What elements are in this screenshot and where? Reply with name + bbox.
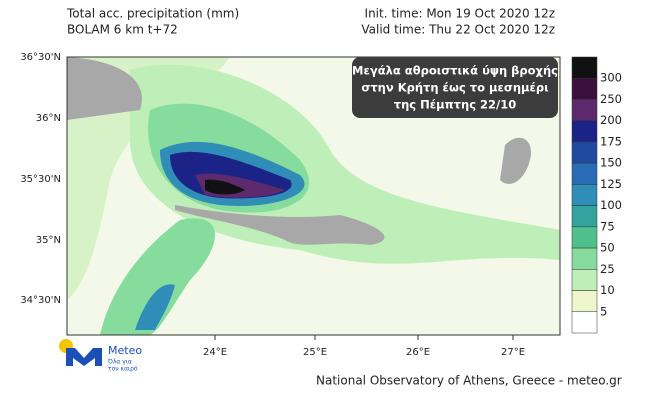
colorbar-box — [571, 290, 598, 313]
precip-area — [135, 284, 175, 330]
colorbar-label: 75 — [600, 219, 615, 233]
colorbar-box — [571, 162, 598, 185]
annotation-line: της Πέμπτης 22/10 — [394, 98, 517, 112]
lat-label: 36°N — [36, 113, 61, 124]
colorbar-box — [571, 120, 598, 143]
precip-area — [100, 218, 215, 335]
logo: Meteo Όλα για τον καιρό — [59, 339, 142, 373]
precip-area — [67, 57, 230, 300]
colorbar-label: 250 — [600, 92, 622, 106]
colorbar-label: 200 — [600, 113, 622, 127]
colorbar-box — [571, 226, 598, 249]
colorbar-label: 175 — [600, 134, 622, 148]
init-time: Init. time: Mon 19 Oct 2020 12z — [365, 7, 555, 21]
colorbar-box — [571, 141, 598, 164]
lon-label: 24°E — [203, 347, 227, 358]
colorbar-box — [571, 247, 598, 270]
lon-label: 27°E — [501, 347, 525, 358]
lon-label: 25°E — [303, 347, 327, 358]
logo-tagline: τον καιρό — [108, 366, 138, 373]
map — [66, 56, 561, 336]
annotation-box — [352, 57, 558, 118]
land — [175, 205, 385, 245]
logo-mark — [66, 348, 102, 366]
colorbar-label: 25 — [600, 262, 615, 276]
logo-name: Meteo — [108, 344, 142, 357]
colorbar-box — [571, 99, 598, 121]
annotation-line: στην Κρήτη έως το μεσημέρι — [361, 81, 548, 95]
lat-label: 35°N — [36, 235, 61, 246]
colorbar-label: 10 — [600, 283, 615, 297]
lon-label: 26°E — [406, 347, 430, 358]
footer: National Observatory of Athens, Greece -… — [316, 374, 622, 388]
lat-label: 35°30'N — [20, 174, 61, 185]
lat-label: 34°30'N — [20, 295, 61, 306]
colorbar-label: 300 — [600, 71, 622, 85]
valid-time: Valid time: Thu 22 Oct 2020 12z — [361, 23, 555, 37]
land — [67, 57, 142, 120]
colorbar: 300 250 200 175 150 125 100 75 50 25 10 5 — [571, 56, 622, 334]
precip-area — [205, 179, 245, 195]
colorbar-label: 5 — [600, 304, 607, 318]
model: BOLAM 6 km t+72 — [67, 23, 178, 37]
map-frame — [66, 56, 561, 336]
annotation-line: Μεγάλα αθροιστικά ύψη βροχής — [352, 64, 558, 78]
colorbar-box — [571, 184, 598, 206]
logo-tagline: Όλα για — [107, 359, 132, 366]
colorbar-label: 100 — [600, 198, 622, 212]
colorbar-box — [571, 205, 598, 228]
colorbar-box — [571, 56, 598, 79]
lat-label: 36°30'N — [20, 52, 61, 63]
colorbar-box — [571, 269, 598, 291]
title: Total acc. precipitation (mm) — [66, 7, 239, 21]
colorbar-label: 150 — [600, 156, 622, 170]
colorbar-label: 125 — [600, 177, 622, 191]
land — [500, 137, 531, 184]
colorbar-box — [571, 311, 598, 334]
colorbar-box — [571, 77, 598, 100]
colorbar-label: 50 — [600, 241, 615, 255]
